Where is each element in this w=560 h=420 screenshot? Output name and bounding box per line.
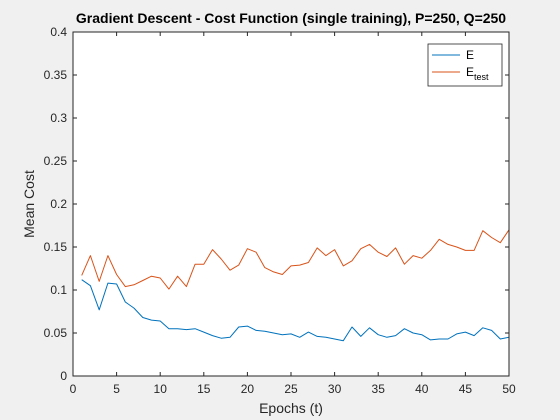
x-tick-label: 0: [70, 382, 77, 396]
x-tick-label: 45: [459, 382, 473, 396]
series-layer: [81, 229, 510, 342]
y-axis: 0 0.05 0.1 0.15 0.2 0.25 0.3 0.35 0.4: [44, 25, 509, 383]
legend-label-etest-main: E: [466, 65, 474, 79]
x-tick-label: 10: [154, 382, 168, 396]
legend-label-etest: Etest: [466, 65, 489, 82]
y-tick-label: 0.3: [50, 111, 67, 125]
chart-title: Gradient Descent - Cost Function (single…: [76, 10, 506, 26]
y-tick-label: 0.05: [44, 326, 68, 340]
x-tick-label: 25: [284, 382, 298, 396]
legend-label-etest-sub: test: [474, 72, 489, 82]
y-tick-label: 0.15: [44, 240, 68, 254]
x-tick-label: 30: [328, 382, 342, 396]
y-tick-label: 0.35: [44, 68, 68, 82]
y-tick-label: 0.2: [50, 197, 67, 211]
y-tick-label: 0: [60, 369, 67, 383]
legend: E Etest: [427, 43, 503, 87]
x-tick-label: 20: [241, 382, 255, 396]
x-axis-label: Epochs (t): [259, 400, 323, 416]
y-tick-label: 0.25: [44, 154, 68, 168]
x-tick-label: 5: [113, 382, 120, 396]
x-axis: 0 5 10 15 20 25 30 35 40 45 50: [70, 32, 516, 396]
x-tick-label: 50: [502, 382, 516, 396]
legend-label-e: E: [466, 48, 474, 62]
series-line-e: [81, 279, 510, 342]
legend-box: [427, 43, 503, 87]
y-tick-label: 0.1: [50, 283, 67, 297]
x-tick-label: 40: [415, 382, 429, 396]
x-tick-label: 35: [372, 382, 386, 396]
series-line-etest: [81, 229, 510, 290]
y-axis-label: Mean Cost: [21, 170, 37, 238]
x-tick-label: 15: [197, 382, 211, 396]
y-tick-label: 0.4: [50, 25, 67, 39]
